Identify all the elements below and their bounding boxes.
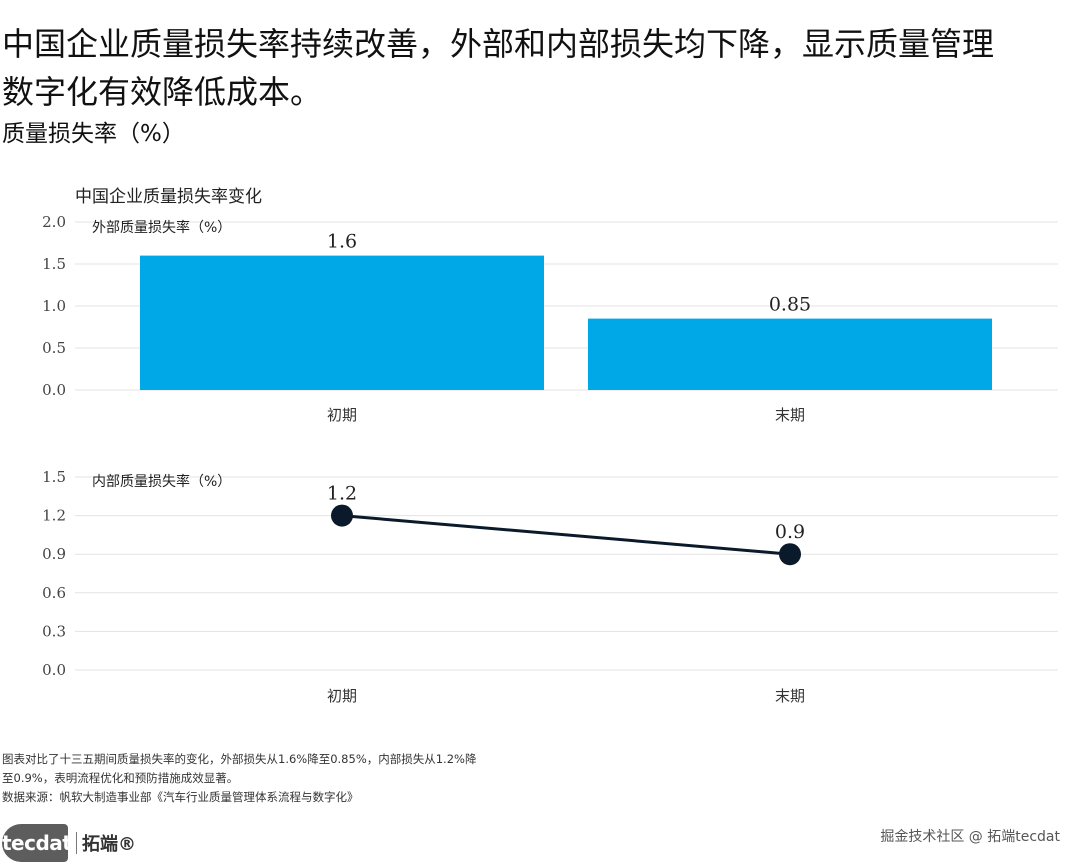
- panel-title: 内部质量损失率（%）: [92, 473, 231, 490]
- logo-mark: tecdat: [2, 824, 72, 862]
- data-point: [331, 504, 353, 527]
- y-tick-label: 0.9: [42, 545, 66, 563]
- headline-line-1: 中国企业质量损失率持续改善，外部和内部损失均下降，显示质量管理: [2, 25, 995, 63]
- data-label: 0.9: [775, 521, 805, 543]
- y-tick-label: 1.2: [42, 507, 66, 525]
- y-tick-label: 2.0: [42, 213, 66, 231]
- watermark: 掘金技术社区 @ 拓端tecdat: [880, 829, 1060, 845]
- data-label: 1.2: [327, 483, 357, 505]
- chart-title: 中国企业质量损失率变化: [75, 187, 262, 207]
- footnote-line-2: 至0.9%，表明流程优化和预防措施成效显著。: [2, 771, 239, 785]
- y-tick-label: 0.6: [42, 584, 66, 602]
- logo-divider: [76, 832, 77, 854]
- bar: [588, 318, 992, 390]
- brand-logo: tecdat 拓端®: [2, 824, 202, 862]
- x-tick-label: 初期: [327, 687, 357, 705]
- bar: [140, 255, 544, 390]
- series-line: [341, 514, 791, 556]
- x-tick-label: 末期: [775, 406, 805, 424]
- subhead: 质量损失率（%）: [2, 121, 185, 147]
- x-tick-label: 末期: [775, 687, 805, 705]
- footnote: 图表对比了十三五期间质量损失率的变化，外部损失从1.6%降至0.85%，内部损失…: [2, 750, 562, 807]
- y-tick-label: 1.0: [42, 297, 66, 315]
- data-label: 1.6: [327, 231, 357, 253]
- y-tick-label: 0.3: [42, 622, 66, 640]
- y-tick-label: 0.0: [42, 381, 66, 399]
- y-tick-label: 0.0: [42, 661, 66, 679]
- x-tick-label: 初期: [327, 406, 357, 424]
- charts-svg: 0.00.51.01.52.0 外部质量损失率（%）初期 末期1.60.850.00…: [42, 213, 1058, 705]
- headline: 中国企业质量损失率持续改善，外部和内部损失均下降，显示质量管理 数字化有效降低成…: [2, 20, 1062, 116]
- y-tick-label: 1.5: [42, 255, 66, 273]
- data-point: [779, 543, 801, 566]
- y-tick-label: 1.5: [42, 468, 66, 486]
- footnote-source: 数据来源：帆软大制造事业部《汽车行业质量管理体系流程与数字化》: [2, 790, 359, 804]
- footnote-line-1: 图表对比了十三五期间质量损失率的变化，外部损失从1.6%降至0.85%，内部损失…: [2, 752, 477, 766]
- data-label: 0.85: [769, 294, 811, 316]
- y-tick-label: 0.5: [42, 339, 66, 357]
- logo-cn: 拓端®: [82, 834, 136, 855]
- headline-line-2: 数字化有效降低成本。: [2, 73, 323, 111]
- panel-title: 外部质量损失率（%）: [92, 219, 231, 236]
